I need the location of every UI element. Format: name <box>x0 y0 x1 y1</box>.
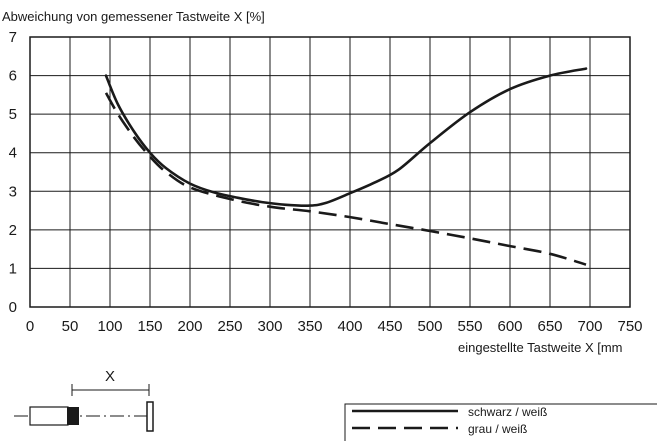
x-tick-label: 450 <box>377 318 402 335</box>
x-tick-label: 650 <box>537 318 562 335</box>
x-tick-label: 150 <box>137 318 162 335</box>
x-tick-label: 600 <box>497 318 522 335</box>
y-tick-label: 6 <box>9 68 17 85</box>
legend-label-grau-weiss: grau / weiß <box>468 422 527 436</box>
x-tick-label: 300 <box>257 318 282 335</box>
legend: schwarz / weiß grau / weiß <box>344 403 657 441</box>
y-tick-label: 0 <box>9 299 17 316</box>
series-line-schwarz-weiss <box>104 67 588 207</box>
distance-label: X <box>105 368 115 385</box>
y-tick-label: 7 <box>9 29 17 46</box>
x-tick-label: 100 <box>97 318 122 335</box>
series-line-grau-weiss <box>104 92 587 266</box>
sensor-head <box>67 407 79 425</box>
x-tick-label: 400 <box>337 318 362 335</box>
x-tick-labels: 0 50 100 150 200 250 300 350 400 450 500 550 600 650 7… <box>26 318 643 335</box>
x-tick-label: 200 <box>177 318 202 335</box>
y-tick-label: 1 <box>9 260 17 277</box>
plot-frame <box>29 36 631 308</box>
x-tick-label: 50 <box>62 318 79 335</box>
sensor-diagram: X <box>14 368 154 432</box>
x-tick-label: 250 <box>217 318 242 335</box>
x-tick-label: 700 <box>577 318 602 335</box>
y-tick-label: 2 <box>9 222 17 239</box>
x-tick-label: 750 <box>617 318 642 335</box>
series-layer <box>104 67 588 266</box>
sensor-body <box>29 406 69 426</box>
x-tick-label: 350 <box>297 318 322 335</box>
target-object <box>146 401 154 432</box>
y-tick-labels: 0 1 2 3 4 5 6 7 <box>9 29 17 316</box>
x-axis-title: eingestellte Tastweite X [mm <box>458 340 623 355</box>
x-tick-label: 0 <box>26 318 34 335</box>
y-axis-title: Abweichung von gemessener Tastweite X [%… <box>2 9 265 24</box>
y-tick-label: 5 <box>9 106 17 123</box>
x-tick-label: 550 <box>457 318 482 335</box>
y-tick-label: 3 <box>9 183 17 200</box>
x-tick-label: 500 <box>417 318 442 335</box>
y-tick-label: 4 <box>9 145 17 162</box>
legend-label-schwarz-weiss: schwarz / weiß <box>468 405 547 419</box>
